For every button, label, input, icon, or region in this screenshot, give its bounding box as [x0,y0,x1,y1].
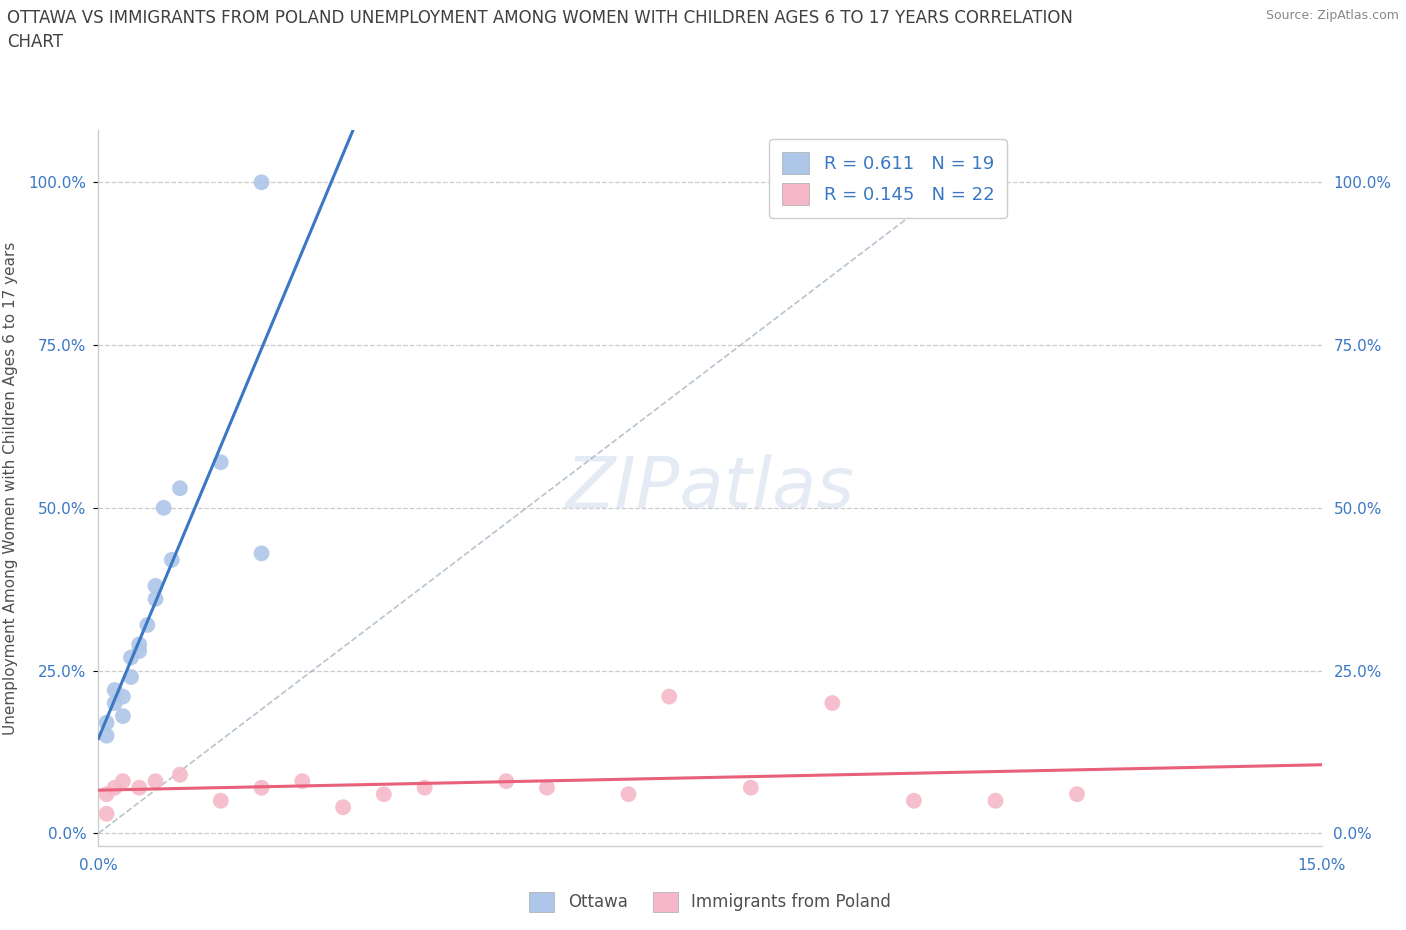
Point [250,175,273,190]
Point [984,793,1007,808]
Point [209,793,232,808]
Point [96,787,118,802]
Text: OTTAWA VS IMMIGRANTS FROM POLAND UNEMPLOYMENT AMONG WOMEN WITH CHILDREN AGES 6 T: OTTAWA VS IMMIGRANTS FROM POLAND UNEMPLO… [7,9,1073,27]
Point [120,650,142,665]
Point [104,683,127,698]
Point [128,644,150,658]
Point [821,696,844,711]
Point [160,552,183,567]
Point [250,546,273,561]
Point [413,780,436,795]
Point [96,715,118,730]
Legend: Ottawa, Immigrants from Poland: Ottawa, Immigrants from Poland [522,884,898,921]
Point [120,670,142,684]
Y-axis label: Unemployment Among Women with Children Ages 6 to 17 years: Unemployment Among Women with Children A… [3,242,17,735]
Point [136,618,159,632]
Point [1066,787,1088,802]
Point [209,455,232,470]
Point [145,578,167,593]
Text: Source: ZipAtlas.com: Source: ZipAtlas.com [1265,9,1399,22]
Point [250,780,273,795]
Point [145,774,167,789]
Point [169,767,191,782]
Text: CHART: CHART [7,33,63,50]
Point [740,780,762,795]
Point [145,591,167,606]
Point [291,774,314,789]
Point [128,637,150,652]
Point [495,774,517,789]
Point [658,689,681,704]
Point [111,709,134,724]
Point [96,728,118,743]
Point [903,793,925,808]
Point [169,481,191,496]
Point [373,787,395,802]
Point [96,806,118,821]
Point [128,780,150,795]
Point [111,774,134,789]
Text: ZIPatlas: ZIPatlas [565,454,855,523]
Point [152,500,174,515]
Point [104,696,127,711]
Point [104,780,127,795]
Point [536,780,558,795]
Point [111,689,134,704]
Point [617,787,640,802]
Point [332,800,354,815]
